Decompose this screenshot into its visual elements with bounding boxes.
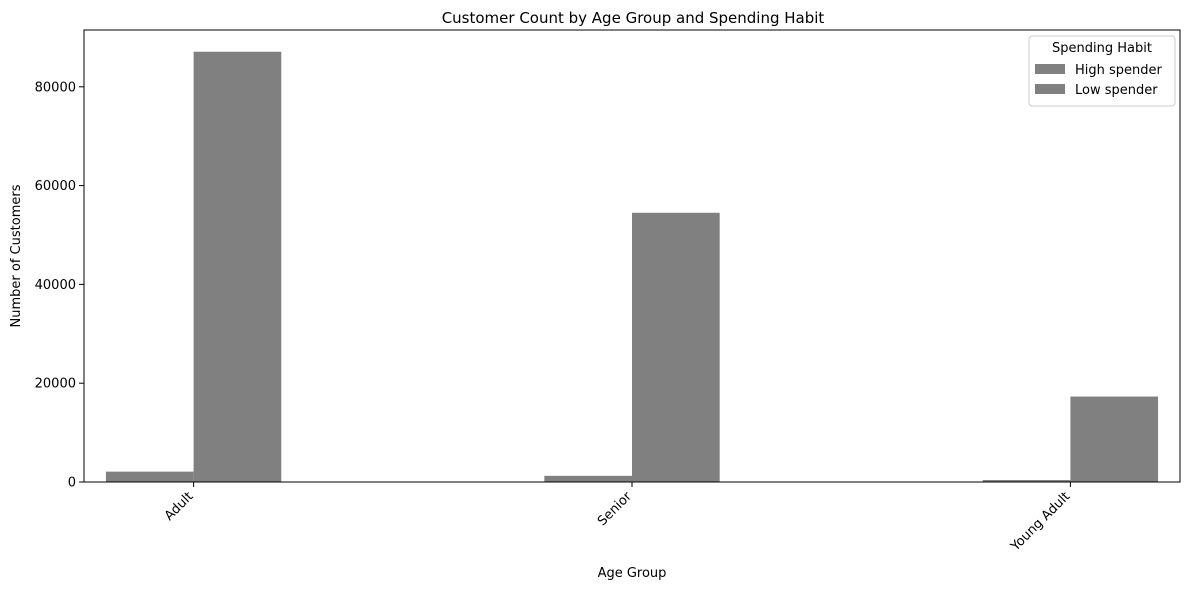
y-axis: 0 20000 40000 60000 80000	[35, 80, 84, 491]
legend-box	[1028, 35, 1176, 107]
y-tick-label: 40000	[35, 278, 76, 293]
x-tick-label: Senior	[595, 489, 635, 529]
legend-label: Low spender	[1075, 83, 1158, 98]
bar-low-spender-adult	[193, 51, 282, 482]
bars-group	[105, 51, 1159, 483]
y-tick-label: 20000	[35, 377, 76, 392]
chart-title: Customer Count by Age Group and Spending…	[442, 9, 825, 27]
legend-label: High spender	[1075, 63, 1163, 78]
bar-high-spender-adult	[105, 471, 194, 482]
x-axis: Adult Senior Young Adult	[162, 482, 1073, 555]
bar-low-spender-young-adult	[1070, 396, 1159, 482]
x-tick-label: Adult	[162, 489, 197, 524]
x-axis-label: Age Group	[598, 566, 667, 581]
legend-swatch	[1035, 64, 1065, 74]
bar-low-spender-senior	[632, 212, 720, 483]
legend: Spending Habit High spender Low spender	[1028, 35, 1176, 107]
legend-swatch	[1035, 84, 1065, 94]
y-tick-label: 0	[68, 476, 76, 491]
y-tick-label: 60000	[35, 179, 76, 194]
bar-high-spender-young-adult	[982, 480, 1071, 482]
legend-title: Spending Habit	[1052, 41, 1152, 56]
y-axis-label: Number of Customers	[9, 184, 24, 327]
y-tick-label: 80000	[35, 80, 76, 95]
legend-entries: High spender Low spender	[1035, 63, 1163, 98]
x-tick-label: Young Adult	[1008, 489, 1074, 555]
bar-high-spender-senior	[544, 475, 632, 482]
